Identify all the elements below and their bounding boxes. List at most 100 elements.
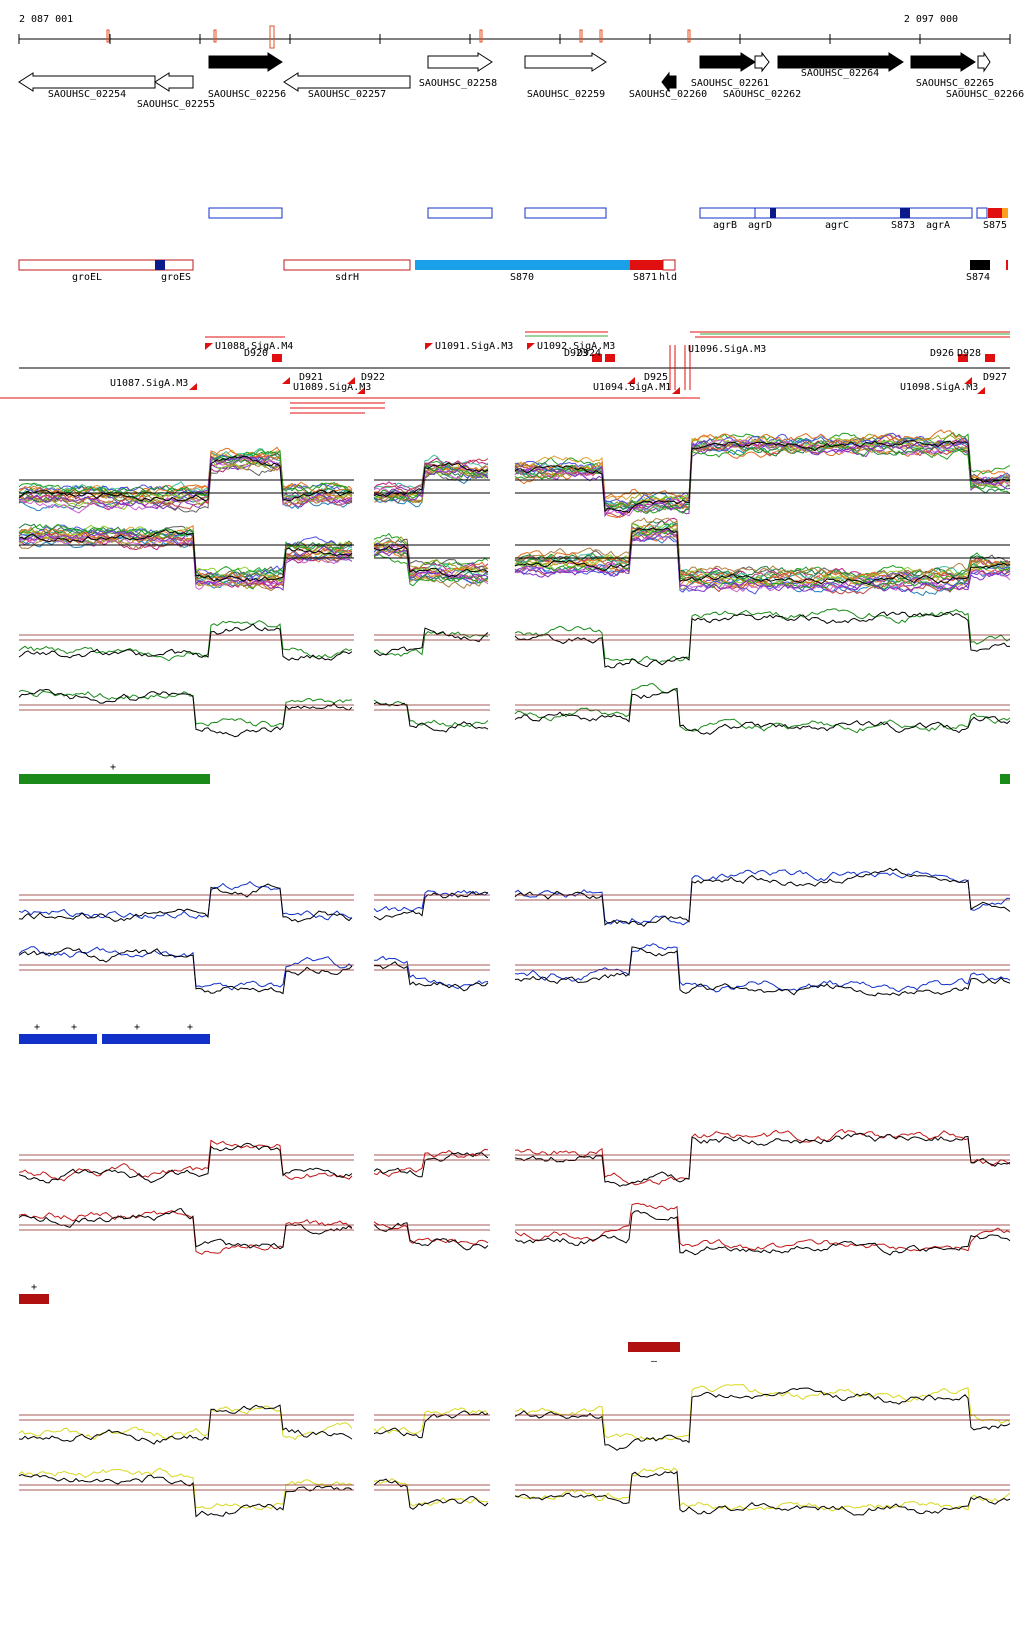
- promoter-label-lower: D922: [361, 372, 385, 383]
- promoter-flag: [425, 343, 433, 350]
- segment-marker: +: [31, 1282, 37, 1293]
- ruler-marker: [479, 29, 483, 43]
- promoter-flag: [527, 343, 535, 350]
- promoter-flag: [347, 377, 355, 384]
- expression-trace: [373, 544, 489, 581]
- expression-panels: [18, 429, 1011, 1518]
- expression-trace: [514, 523, 1011, 585]
- expression-trace-black: [18, 1142, 353, 1184]
- S874-bar: [970, 260, 990, 270]
- expression-trace: [514, 608, 1011, 664]
- promoter-label-upper: D920: [244, 348, 268, 359]
- gene-arrow: [427, 52, 493, 72]
- expression-trace: [373, 1148, 489, 1178]
- sdrH-box: [283, 259, 411, 271]
- expression-trace-black: [514, 1470, 1011, 1516]
- blue-feature-box: [427, 207, 493, 219]
- promoter-flag: [627, 377, 635, 384]
- gene-label: SAOUHSC_02256: [208, 89, 286, 100]
- gene-label: SAOUHSC_02265: [916, 78, 994, 89]
- gene-arrow: [754, 51, 770, 73]
- gene-arrow: [977, 51, 991, 73]
- segment-bars: + + + + + + –: [19, 762, 1010, 1367]
- gene-arrow: [18, 72, 156, 92]
- expression-trace-black: [373, 1478, 489, 1510]
- promoter-label-lower: D925: [644, 372, 668, 383]
- S873-mark: [900, 208, 910, 218]
- S870-bar: [415, 260, 630, 270]
- segment-bar-green: [1000, 774, 1010, 784]
- gene-label: SAOUHSC_02259: [527, 89, 605, 100]
- segment-marker: +: [134, 1022, 140, 1033]
- ruler: 2 087 001 2 097 000: [18, 14, 1011, 49]
- S875-red: [988, 208, 1002, 218]
- segment-marker: +: [187, 1022, 193, 1033]
- gene-label: SAOUHSC_02254: [48, 89, 126, 100]
- expression-trace-black: [373, 701, 489, 733]
- expression-trace: [18, 1467, 353, 1511]
- ruler-ticks: [18, 25, 1011, 49]
- promoter-flag: [189, 383, 197, 390]
- blue-feature-label: agrD: [748, 220, 772, 231]
- segment-marker: +: [34, 1022, 40, 1033]
- gene-label: SAOUHSC_02260: [629, 89, 707, 100]
- ruler-start-label: 2 087 001: [19, 14, 73, 25]
- expression-trace-black: [514, 440, 1011, 514]
- segment-marker: +: [110, 762, 116, 773]
- expression-trace: [373, 1221, 489, 1245]
- expression-trace-black: [514, 946, 1011, 997]
- expression-trace: [514, 443, 1011, 519]
- promoter-box: [605, 354, 615, 362]
- promoter-flag: [357, 387, 365, 394]
- expression-trace: [514, 440, 1011, 515]
- gene-label: SAOUHSC_02266: [946, 89, 1024, 100]
- gene-arrow: [699, 52, 756, 72]
- expression-trace-black: [18, 947, 353, 995]
- expression-trace-black: [18, 688, 353, 738]
- promoter-label-upper: U1088.SigA.M4: [215, 341, 293, 352]
- expression-trace: [514, 528, 1011, 593]
- blue-feature-label: agrB: [713, 220, 737, 231]
- expression-trace-black: [514, 867, 1011, 927]
- gene-arrow: [910, 52, 976, 72]
- ruler-marker: [269, 25, 275, 49]
- promoter-label-upper: U1091.SigA.M3: [435, 341, 513, 352]
- promoter-label-upper: D923: [564, 348, 588, 359]
- promoter-label-upper: D924: [577, 348, 601, 359]
- expression-trace: [18, 449, 353, 499]
- gene-label: SAOUHSC_02257: [308, 89, 386, 100]
- expression-trace: [373, 554, 489, 587]
- segment-bar-green: [19, 774, 210, 784]
- expression-trace-black: [514, 687, 1011, 735]
- blue-feature-label: agrC: [825, 220, 849, 231]
- promoter-flag: [282, 377, 290, 384]
- expression-trace: [514, 1202, 1011, 1252]
- gene-arrow: [777, 52, 904, 72]
- blue-feature-box: [524, 207, 607, 219]
- expression-trace: [18, 689, 353, 727]
- expression-trace: [373, 464, 489, 501]
- feature-track-blue: agrB agrD agrC S873 agrA S875: [208, 207, 1008, 231]
- expression-trace: [373, 548, 489, 580]
- segment-marker: +: [71, 1022, 77, 1033]
- segment-bar-red: [19, 1294, 49, 1304]
- blue-feature-label: S873: [891, 220, 915, 231]
- expression-trace-black: [373, 627, 489, 657]
- feature-track-red: groEL groES sdrH S870 S871 hld S874: [18, 259, 1008, 283]
- promoter-label-upper: D926: [930, 348, 954, 359]
- expression-trace: [18, 450, 353, 502]
- expression-trace-black: [514, 527, 1011, 586]
- agr-operon-box: [699, 207, 973, 219]
- gene-label: SAOUHSC_02264: [801, 68, 879, 79]
- expression-trace-black: [18, 883, 353, 923]
- expression-trace-black: [373, 545, 489, 578]
- expression-trace-black: [373, 961, 489, 992]
- segment-bar-blue: [102, 1034, 210, 1044]
- gene-arrow: [661, 71, 677, 93]
- expression-trace-black: [514, 1132, 1011, 1187]
- red-feature-label: S870: [510, 272, 534, 283]
- expression-trace-black: [373, 890, 489, 921]
- promoter-label-lower: U1094.SigA.M1: [593, 382, 671, 393]
- expression-trace: [514, 1466, 1011, 1512]
